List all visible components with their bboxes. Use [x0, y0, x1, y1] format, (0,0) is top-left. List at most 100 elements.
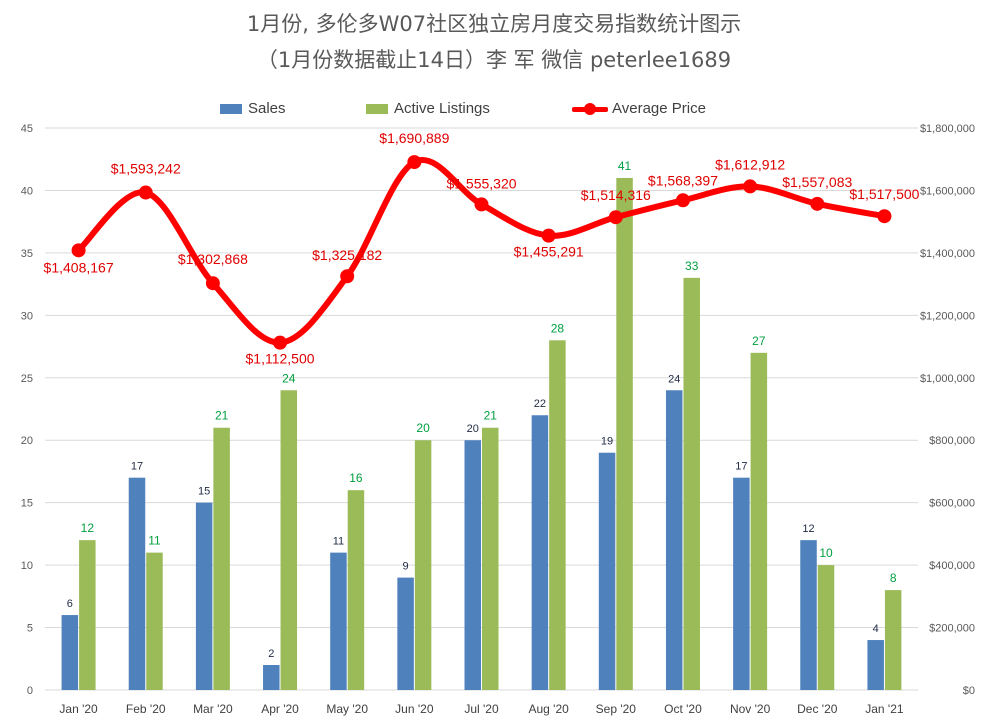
- data-label-sales: 2: [268, 648, 274, 660]
- bar-active-listings: [79, 540, 96, 690]
- point-average-price: [541, 228, 556, 243]
- y-right-tick-label: $1,400,000: [920, 248, 975, 260]
- y-left-tick-label: 20: [21, 435, 33, 447]
- bar-sales: [330, 552, 347, 690]
- data-label-active-listings: 24: [282, 371, 296, 385]
- y-left-tick-label: 10: [21, 560, 33, 572]
- data-label-average-price: $1,555,320: [446, 175, 516, 191]
- x-tick-label: Mar '20: [193, 702, 233, 716]
- y-right-tick-label: $400,000: [929, 560, 975, 572]
- bar-sales: [195, 502, 213, 690]
- x-tick-label: Oct '20: [664, 702, 702, 716]
- bar-active-listings: [683, 277, 700, 690]
- data-label-average-price: $1,517,500: [849, 186, 919, 202]
- point-average-price: [273, 335, 288, 350]
- legend-swatch-active-listings: [366, 103, 388, 114]
- bar-sales: [397, 577, 414, 690]
- x-tick-label: Jun '20: [395, 702, 434, 716]
- bar-active-listings: [213, 427, 230, 690]
- data-label-average-price: $1,690,889: [379, 130, 449, 146]
- data-label-average-price: $1,112,500: [246, 351, 315, 367]
- bar-active-listings: [482, 427, 499, 690]
- legend-label-average-price: Average Price: [612, 100, 706, 117]
- x-tick-label: Jan '20: [59, 702, 98, 716]
- bar-sales: [867, 640, 884, 690]
- point-average-price: [877, 209, 892, 224]
- legend-item-active-listings: Active Listings: [366, 100, 490, 117]
- point-average-price: [743, 179, 758, 194]
- legend-label-active-listings: Active Listings: [394, 100, 490, 117]
- y-right-tick-label: $0: [963, 685, 975, 697]
- point-average-price: [71, 243, 86, 258]
- bar-sales: [665, 390, 683, 690]
- data-label-active-listings: 20: [416, 421, 430, 435]
- data-label-active-listings: 8: [890, 571, 897, 585]
- legend-item-average-price: Average Price: [572, 100, 706, 117]
- y-left-tick-label: 25: [21, 373, 33, 385]
- data-label-active-listings: 16: [349, 471, 363, 485]
- x-tick-label: Aug '20: [528, 702, 569, 716]
- bar-sales: [61, 615, 79, 690]
- bar-active-listings: [146, 552, 163, 690]
- x-tick-label: Nov '20: [730, 702, 771, 716]
- data-label-sales: 12: [802, 523, 814, 535]
- data-label-average-price: $1,455,291: [514, 244, 584, 260]
- bar-active-listings: [884, 590, 902, 690]
- y-left-tick-label: 5: [27, 623, 33, 635]
- data-label-average-price: $1,408,167: [44, 259, 114, 275]
- bar-active-listings: [817, 565, 835, 690]
- y-right-tick-label: $600,000: [929, 498, 975, 510]
- point-average-price: [407, 155, 422, 170]
- x-tick-label: May '20: [326, 702, 368, 716]
- legend-swatch-sales: [220, 103, 242, 114]
- data-label-active-listings: 33: [685, 259, 699, 273]
- data-label-active-listings: 41: [618, 159, 632, 173]
- data-label-average-price: $1,302,868: [178, 251, 248, 267]
- data-label-sales: 17: [735, 461, 747, 473]
- y-right-tick-label: $200,000: [929, 623, 975, 635]
- bar-sales: [733, 477, 750, 690]
- point-average-price: [675, 193, 690, 208]
- bar-sales: [464, 440, 481, 690]
- point-average-price: [608, 210, 623, 225]
- data-label-average-price: $1,514,316: [581, 187, 651, 203]
- point-average-price: [810, 196, 825, 211]
- point-average-price: [340, 269, 355, 284]
- legend-label-sales: Sales: [248, 100, 286, 117]
- bar-sales: [531, 415, 549, 690]
- bar-sales: [598, 452, 616, 690]
- data-label-average-price: $1,568,397: [648, 172, 718, 188]
- data-label-active-listings: 21: [215, 409, 229, 423]
- y-right-tick-label: $1,600,000: [920, 185, 975, 197]
- bar-active-listings: [414, 440, 432, 690]
- data-label-active-listings: 10: [819, 546, 833, 560]
- x-tick-label: Dec '20: [797, 702, 838, 716]
- bar-sales: [800, 540, 817, 690]
- x-tick-label: Apr '20: [261, 702, 299, 716]
- data-label-average-price: $1,593,242: [111, 161, 181, 177]
- y-left-tick-label: 0: [27, 685, 33, 697]
- bar-active-listings: [616, 177, 633, 690]
- legend-item-sales: Sales: [220, 100, 286, 117]
- data-label-average-price: $1,325,182: [312, 247, 382, 263]
- legend-swatch-average-price: [572, 102, 608, 115]
- data-label-sales: 20: [467, 423, 479, 435]
- point-average-price: [138, 185, 153, 200]
- x-tick-label: Sep '20: [596, 702, 637, 716]
- bar-sales: [128, 477, 146, 690]
- point-average-price: [474, 197, 489, 212]
- y-left-tick-label: 35: [21, 248, 33, 260]
- point-average-price: [205, 276, 220, 291]
- data-label-sales: 6: [67, 598, 73, 610]
- y-left-tick-label: 45: [21, 123, 33, 135]
- data-label-sales: 22: [534, 398, 546, 410]
- chart-title: 1月份, 多伦多W07社区独立房月度交易指数统计图示: [246, 12, 742, 36]
- data-label-average-price: $1,612,912: [715, 156, 785, 172]
- y-left-tick-label: 30: [21, 310, 33, 322]
- legend: Sales Active Listings Average Price: [0, 100, 988, 120]
- bar-active-listings: [280, 390, 298, 690]
- x-tick-label: Feb '20: [126, 702, 166, 716]
- chart-subtitle: （1月份数据截止14日）李 军 微信 peterlee1689: [256, 48, 732, 72]
